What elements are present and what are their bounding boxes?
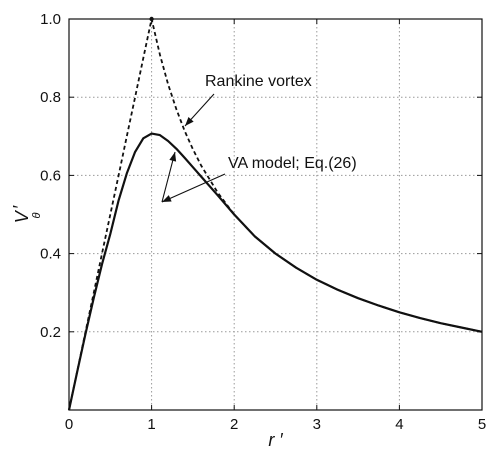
x-tick-label: 0: [65, 416, 73, 433]
y-axis-label: V: [12, 209, 32, 223]
annotations: Rankine vortex VA model; Eq.(26): [205, 73, 357, 172]
y-tick-label: 1.0: [40, 11, 61, 28]
x-tick-label: 2: [230, 416, 238, 433]
arrow-to-va-model-curve: [161, 173, 226, 203]
svg-text:V′: V′: [10, 205, 32, 223]
x-tick-label: 5: [478, 416, 486, 433]
x-axis-title: r ′: [268, 430, 283, 450]
arrow-to-rankine-curve-head: [185, 116, 194, 126]
annotation-arrows: [161, 93, 226, 203]
y-tick-label: 0.8: [40, 89, 61, 106]
annotation-rankine-vortex: Rankine vortex: [205, 73, 312, 90]
x-tick-label: 1: [147, 416, 155, 433]
y-tick-label: 0.4: [40, 246, 61, 263]
y-tick-label: 0.6: [40, 167, 61, 184]
y-tick-label: 0.2: [40, 324, 61, 341]
arrow-to-va-model-peak-head: [169, 152, 177, 162]
arrow-to-va-model-curve-head: [162, 195, 172, 202]
y-axis-label-prime: ′: [10, 205, 30, 209]
x-tick-label: 3: [313, 416, 321, 433]
y-axis-title: V′ θ: [10, 205, 43, 223]
x-axis-label: r ′: [268, 430, 283, 450]
grid-lines: [69, 19, 482, 410]
y-axis-label-subscript: θ: [31, 213, 43, 219]
axis-ticks: 0 1 2 3 4 5 0.2 0.4 0.6 0.8 1.0: [40, 11, 486, 433]
series-line-va-model: [67, 132, 483, 411]
annotation-va-model: VA model; Eq.(26): [228, 155, 357, 172]
plot-frame: [68, 18, 483, 411]
x-tick-label: 4: [395, 416, 403, 433]
